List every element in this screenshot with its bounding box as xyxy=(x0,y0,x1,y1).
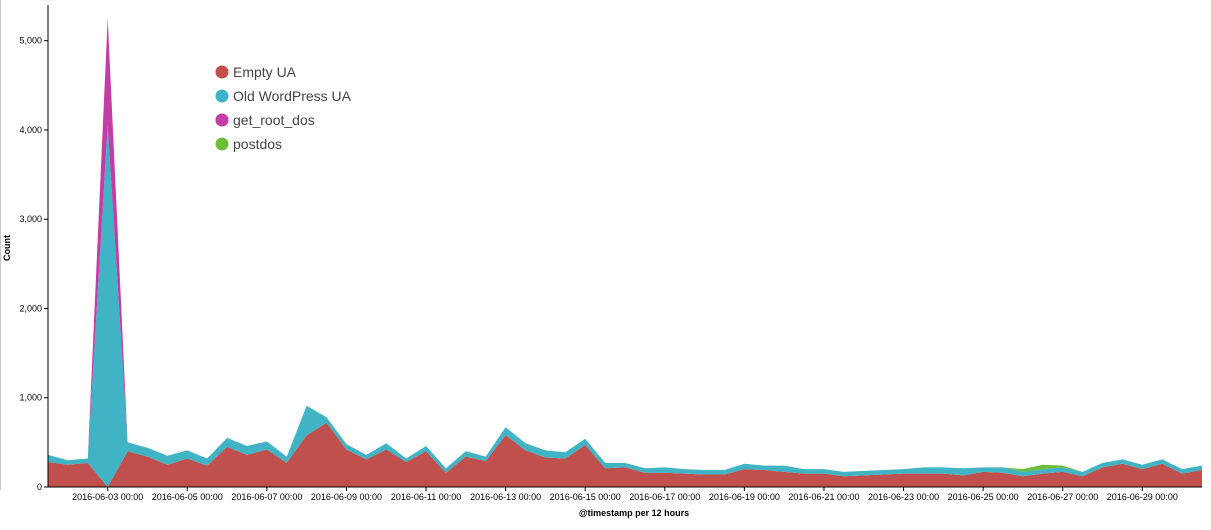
x-tick-label: 2016-06-05 00:00 xyxy=(152,492,223,502)
legend-label: Old WordPress UA xyxy=(233,88,352,104)
x-tick-label: 2016-06-15 00:00 xyxy=(550,492,621,502)
x-tick-label: 2016-06-21 00:00 xyxy=(788,492,859,502)
legend-swatch xyxy=(215,65,229,79)
y-tick-label: 3,000 xyxy=(19,214,42,224)
series-area-postdos xyxy=(48,18,1202,472)
y-tick-label: 4,000 xyxy=(19,125,42,135)
x-tick-label: 2016-06-13 00:00 xyxy=(470,492,541,502)
legend-swatch xyxy=(215,137,229,151)
series-area-old-wordpress-ua xyxy=(48,125,1202,487)
x-tick-label: 2016-06-03 00:00 xyxy=(72,492,143,502)
x-tick-label: 2016-06-25 00:00 xyxy=(948,492,1019,502)
x-axis-title: @timestamp per 12 hours xyxy=(579,508,689,518)
legend-swatch xyxy=(215,113,229,127)
y-tick-label: 2,000 xyxy=(19,303,42,313)
x-tick-label: 2016-06-27 00:00 xyxy=(1027,492,1098,502)
legend-label: get_root_dos xyxy=(233,112,315,128)
x-tick-label: 2016-06-11 00:00 xyxy=(391,492,461,502)
legend-item-old-wordpress-ua[interactable]: Old WordPress UA xyxy=(215,88,352,104)
x-tick-label: 2016-06-09 00:00 xyxy=(311,492,382,502)
legend-item-get-root-dos[interactable]: get_root_dos xyxy=(215,112,315,128)
x-ticks: 2016-06-03 00:00 2016-06-05 00:00 2016-06-… xyxy=(72,487,1178,502)
x-tick-label: 2016-06-17 00:00 xyxy=(629,492,700,502)
x-tick-label: 2016-06-07 00:00 xyxy=(231,492,302,502)
legend[interactable]: Empty UA Old WordPress UA get_root_dospost… xyxy=(215,64,352,152)
y-tick-label: 5,000 xyxy=(19,36,42,46)
series-layer xyxy=(48,18,1202,487)
y-ticks: 0 1,000 2,000 3,000 4,000 5,000 xyxy=(19,36,48,492)
y-tick-label: 0 xyxy=(37,482,42,492)
y-tick-label: 1,000 xyxy=(19,393,42,403)
axes-layer xyxy=(47,5,1202,488)
legend-swatch xyxy=(215,89,229,103)
y-axis-title: Count xyxy=(2,235,12,261)
series-area-get-root-dos xyxy=(48,18,1202,472)
legend-item-empty-ua[interactable]: Empty UA xyxy=(215,64,297,80)
legend-item-postdos[interactable]: postdos xyxy=(215,136,283,152)
x-tick-label: 2016-06-23 00:00 xyxy=(868,492,939,502)
legend-label: postdos xyxy=(233,136,282,152)
x-tick-label: 2016-06-19 00:00 xyxy=(709,492,780,502)
series-area-empty-ua xyxy=(48,422,1202,487)
legend-label: Empty UA xyxy=(233,64,297,80)
x-tick-label: 2016-06-29 00:00 xyxy=(1107,492,1178,502)
left-border xyxy=(0,0,1,490)
